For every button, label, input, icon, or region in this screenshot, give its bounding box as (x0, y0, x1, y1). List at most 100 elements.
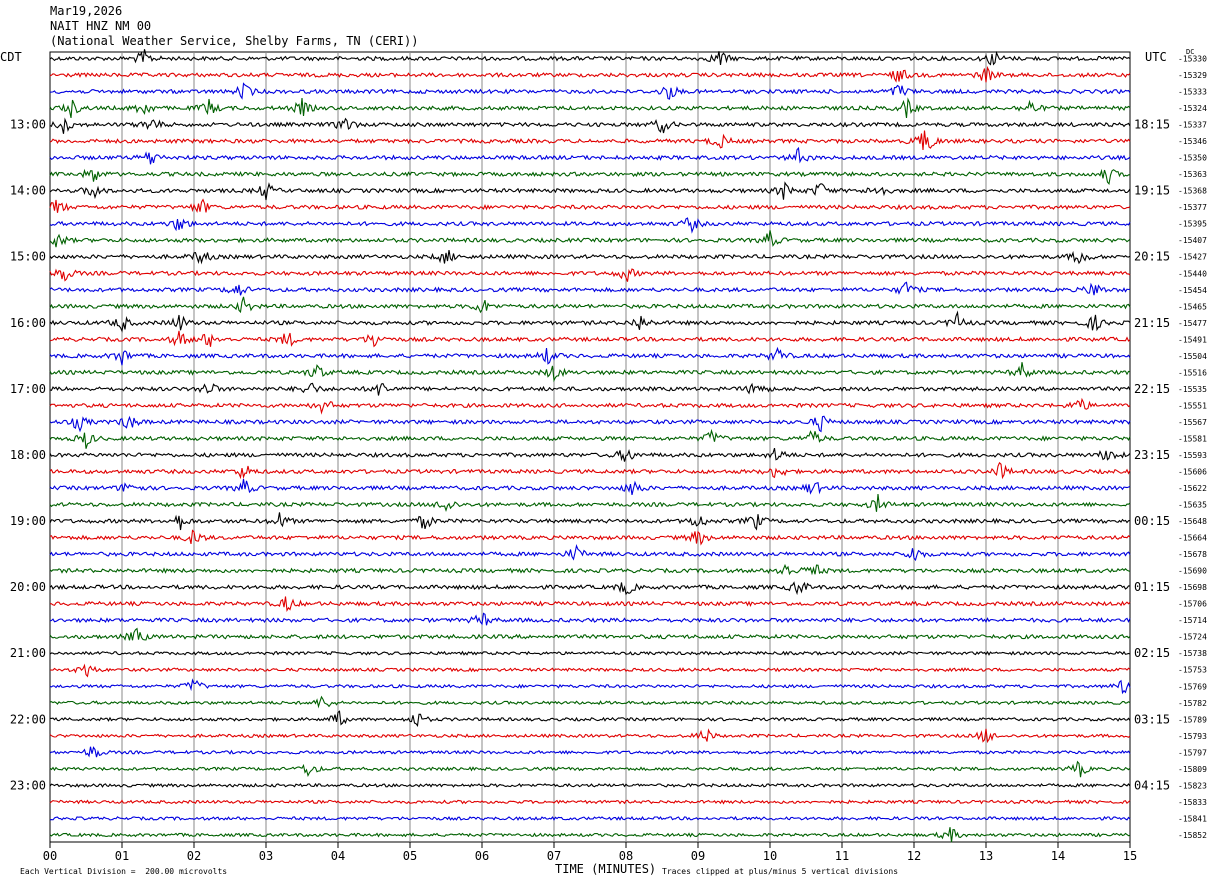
x-tick-label: 05 (403, 849, 417, 863)
dc-offset-label: -15753 (1178, 666, 1207, 675)
seismic-trace (49, 346, 1131, 366)
seismic-trace (49, 310, 1131, 333)
left-timezone-label: CDT (0, 50, 22, 64)
chart-grid (49, 51, 1131, 843)
seismic-trace (49, 543, 1131, 562)
seismic-trace (49, 168, 1131, 186)
dc-offset-label: -15769 (1178, 682, 1207, 691)
x-tick-label: 00 (43, 849, 57, 863)
right-hour-label: 18:15 (1134, 118, 1170, 132)
dc-offset-label: -15551 (1178, 401, 1207, 410)
right-hour-label: 00:15 (1134, 514, 1170, 528)
dc-offset-label: -15852 (1178, 831, 1207, 840)
dc-offset-label: -15504 (1178, 352, 1207, 361)
right-hour-label: 20:15 (1134, 250, 1170, 264)
seismic-trace (49, 362, 1131, 383)
x-tick-label: 09 (691, 849, 705, 863)
left-hour-label: 15:00 (10, 250, 46, 264)
dc-offset-label: -15330 (1178, 55, 1207, 64)
seismic-trace (49, 397, 1131, 415)
plot-frame (49, 51, 1131, 843)
dc-offset-label: -15333 (1178, 88, 1207, 97)
seismic-trace (49, 65, 1131, 83)
right-hour-label: 03:15 (1134, 712, 1170, 726)
dc-offset-label: -15516 (1178, 368, 1207, 377)
seismic-trace (49, 117, 1131, 134)
left-hour-label: 13:00 (10, 118, 46, 132)
dc-offset-label: -15841 (1178, 814, 1207, 823)
x-tick-label: 02 (187, 849, 201, 863)
seismic-trace (49, 728, 1131, 744)
right-hour-label: 02:15 (1134, 646, 1170, 660)
x-tick-label: 14 (1051, 849, 1065, 863)
dc-offset-label: -15793 (1178, 732, 1207, 741)
header-station: NAIT HNZ NM 00 (50, 19, 152, 33)
dc-offset-label: -15678 (1178, 550, 1207, 559)
dc-offset-label: -15477 (1178, 319, 1207, 328)
dc-offset-label: -15664 (1178, 534, 1207, 543)
seismic-trace (49, 49, 1131, 66)
seismic-trace (49, 230, 1131, 248)
seismic-trace (49, 663, 1131, 678)
seismic-trace (49, 428, 1131, 449)
seismic-trace (49, 710, 1131, 727)
dc-offset-label: -15567 (1178, 418, 1207, 427)
seismic-trace (49, 415, 1131, 433)
dc-offset-label: -15407 (1178, 236, 1207, 245)
seismic-trace (49, 493, 1131, 513)
seismic-trace (49, 330, 1131, 348)
seismic-trace (49, 296, 1131, 314)
seismic-trace (49, 82, 1131, 100)
dc-offset-label: -15698 (1178, 583, 1207, 592)
dc-offset-label: -15346 (1178, 137, 1207, 146)
clip-note: Traces clipped at plus/minus 5 vertical … (662, 867, 899, 876)
dc-offset-label: -15329 (1178, 71, 1207, 80)
left-hour-label: 16:00 (10, 316, 46, 330)
seismic-trace (49, 650, 1131, 656)
dc-offset-label: -15465 (1178, 302, 1207, 311)
seismic-trace (49, 827, 1131, 843)
x-tick-label: 08 (619, 849, 633, 863)
dc-offset-label: -15789 (1178, 715, 1207, 724)
header-source: (National Weather Service, Shelby Farms,… (50, 34, 419, 48)
right-timezone-label: UTC (1145, 50, 1167, 64)
dc-offset-label: -15706 (1178, 600, 1207, 609)
x-axis-title: TIME (MINUTES) (555, 862, 657, 876)
right-hour-label: 23:15 (1134, 448, 1170, 462)
dc-offset-label: -15622 (1178, 484, 1207, 493)
scale-note: Each Vertical Division = 200.00 microvol… (20, 867, 228, 876)
left-hour-label: 23:00 (10, 778, 46, 792)
dc-offset-label: -15823 (1178, 781, 1207, 790)
seismic-trace (49, 627, 1131, 641)
right-hour-label: 04:15 (1134, 778, 1170, 792)
x-tick-label: 12 (907, 849, 921, 863)
seismic-trace (49, 746, 1131, 758)
right-hour-label: 22:15 (1134, 382, 1170, 396)
seismic-trace (49, 281, 1131, 296)
seismic-trace (49, 815, 1131, 821)
seismic-trace (49, 461, 1131, 480)
left-hour-label: 17:00 (10, 382, 46, 396)
dc-offset-label: -15648 (1178, 517, 1207, 526)
right-hour-label: 01:15 (1134, 580, 1170, 594)
seismic-trace (49, 268, 1131, 282)
left-hour-label: 19:00 (10, 514, 46, 528)
seismic-trace (49, 529, 1131, 546)
dc-offset-label: -15454 (1178, 286, 1207, 295)
right-hour-label: 21:15 (1134, 316, 1170, 330)
left-hour-label: 14:00 (10, 184, 46, 198)
seismic-trace (49, 146, 1131, 165)
x-tick-label: 03 (259, 849, 273, 863)
seismic-trace (49, 799, 1131, 805)
seismic-trace (49, 596, 1131, 612)
dc-label: DC (1186, 48, 1195, 56)
seismic-trace (49, 181, 1131, 201)
dc-offset-label: -15395 (1178, 220, 1207, 229)
seismic-trace (49, 581, 1130, 596)
left-hour-label: 22:00 (10, 712, 46, 726)
dc-offset-label: -15440 (1178, 269, 1207, 278)
dc-offset-label: -15368 (1178, 187, 1207, 196)
dc-offset-label: -15337 (1178, 121, 1207, 130)
left-hour-label: 18:00 (10, 448, 46, 462)
left-hour-label: 20:00 (10, 580, 46, 594)
